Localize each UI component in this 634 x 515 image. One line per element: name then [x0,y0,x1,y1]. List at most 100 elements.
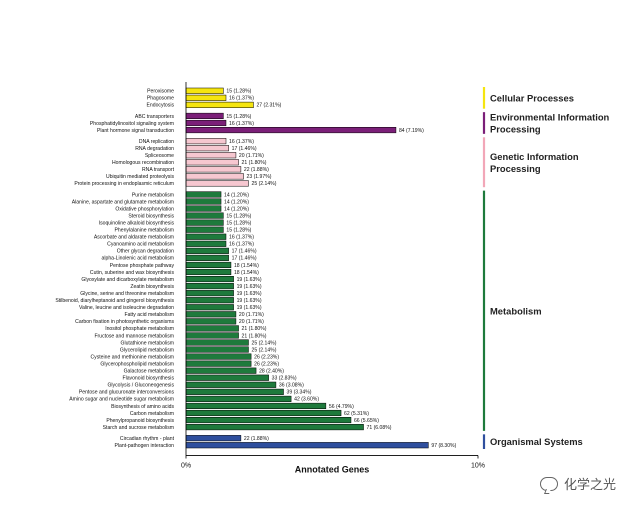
category-label: Inositol phosphate metabolism [105,326,174,332]
data-label: 19 (1.63%) [237,305,262,311]
category-label: Valine, leucine and isoleucine degradati… [79,305,174,311]
category-label: alpha-Linolenic acid metabolism [102,256,174,262]
bar [185,247,229,254]
data-label: 27 (2.31%) [256,103,281,109]
category-label: Carbon fixation in photosynthetic organi… [75,319,174,325]
category-label: Pentose phosphate pathway [110,263,175,269]
data-label: 15 (1.28%) [226,114,251,120]
category-label: Plant-pathogen interaction [115,443,175,449]
bar [185,226,224,233]
data-label: 20 (1.71%) [239,319,264,325]
category-label: Ascorbate and aldarate metabolism [94,235,174,241]
bar [185,101,254,108]
category-label: Phenylpropanoid biosynthesis [106,418,174,424]
data-label: 15 (1.28%) [226,213,251,219]
data-label: 20 (1.71%) [239,153,264,159]
data-label: 33 (2.83%) [272,376,297,382]
bar [185,339,249,346]
bar [185,112,224,120]
bar [185,261,232,268]
watermark-text: 化学之光 [563,478,616,493]
category-label: Alanine, aspartate and glutamate metabol… [72,199,174,205]
category-label: Fructose and mannose metabolism [94,333,174,339]
category-label: Zeatin biosynthesis [130,284,174,290]
data-label: 19 (1.63%) [237,291,262,297]
category-label: Cysteine and methionine metabolism [90,354,174,360]
group-label: Processing [490,124,541,135]
data-label: 16 (1.37%) [229,242,254,248]
bar [185,367,257,374]
bar [185,180,249,187]
data-label: 16 (1.37%) [229,139,254,145]
category-label: Fatty acid metabolism [124,312,174,318]
category-label: Plant hormone signal transduction [97,128,174,134]
bar [185,442,429,449]
bar [185,191,222,198]
bar [185,318,237,325]
category-label: Glycolysis / Gluconeogenesis [107,383,174,389]
data-label: 26 (2.23%) [254,361,279,367]
data-label: 97 (8.30%) [431,443,456,449]
data-label: 21 (1.80%) [242,333,267,339]
bar [185,219,224,226]
bar [185,145,229,152]
category-label: Protein processing in endoplasmic reticu… [74,181,174,187]
bar [185,409,342,417]
x-tick-label: 10% [471,462,485,469]
category-label: Ubiquitin mediated proteolysis [106,174,174,180]
bar [185,159,239,166]
category-label: Homologous recombination [112,160,174,166]
category-label: Stilbenoid, diarylheptanoid and gingerol… [55,298,174,304]
data-label: 25 (2.14%) [251,347,276,353]
data-label: 28 (2.40%) [259,369,284,375]
category-label: Biosynthesis of amino acids [111,404,174,410]
data-label: 18 (1.54%) [234,270,259,276]
category-label: Cutin, suberine and wax biosynthesis [90,270,175,276]
data-label: 16 (1.37%) [229,121,254,127]
data-label: 22 (1.88%) [244,167,269,173]
data-label: 19 (1.63%) [237,298,262,304]
data-label: 16 (1.37%) [229,96,254,102]
category-label: Glycerophospholipid metabolism [100,361,174,367]
data-label: 17 (1.46%) [232,146,257,152]
group-label: Metabolism [490,305,542,316]
bar [185,268,232,276]
category-label: Glycerolipid metabolism [120,347,174,353]
data-label: 25 (2.14%) [251,340,276,346]
data-label: 66 (5.65%) [354,418,379,424]
data-label: 19 (1.63%) [237,284,262,290]
x-axis-label: Annotated Genes [295,464,370,474]
bar [185,311,237,318]
data-label: 15 (1.28%) [226,228,251,234]
category-label: Cyanoamino acid metabolism [107,242,174,248]
category-label: RNA transport [142,167,175,173]
category-label: Oxidative phosphorylation [115,206,174,212]
bar [185,138,227,145]
data-label: 14 (1.20%) [224,206,249,212]
category-label: Spliceosome [145,153,174,159]
data-label: 16 (1.37%) [229,235,254,241]
category-label: Circadian rhythm - plant [120,436,175,442]
bar [185,395,292,402]
bar [185,297,234,304]
bar [185,304,234,311]
data-label: 39 (3.34%) [287,390,312,396]
bar [185,276,234,283]
category-label: ABC transporters [135,114,175,120]
data-label: 36 (3.08%) [279,383,304,389]
category-label: RNA degradation [135,146,174,152]
group-label: Cellular Processes [490,92,574,103]
group-label: Organismal Systems [490,436,583,447]
bar [185,381,277,388]
data-label: 22 (1.88%) [244,436,269,442]
bar [185,166,242,173]
category-label: Purine metabolism [132,192,174,198]
data-label: 21 (1.80%) [242,326,267,332]
group-label: Environmental Information [490,112,610,123]
group-label: Processing [490,163,541,174]
category-label: Isoquinoline alkaloid biosynthesis [99,220,175,226]
data-label: 14 (1.20%) [224,192,249,198]
wechat-icon [539,476,558,491]
category-label: Phosphatidylinositol signaling system [90,121,174,127]
